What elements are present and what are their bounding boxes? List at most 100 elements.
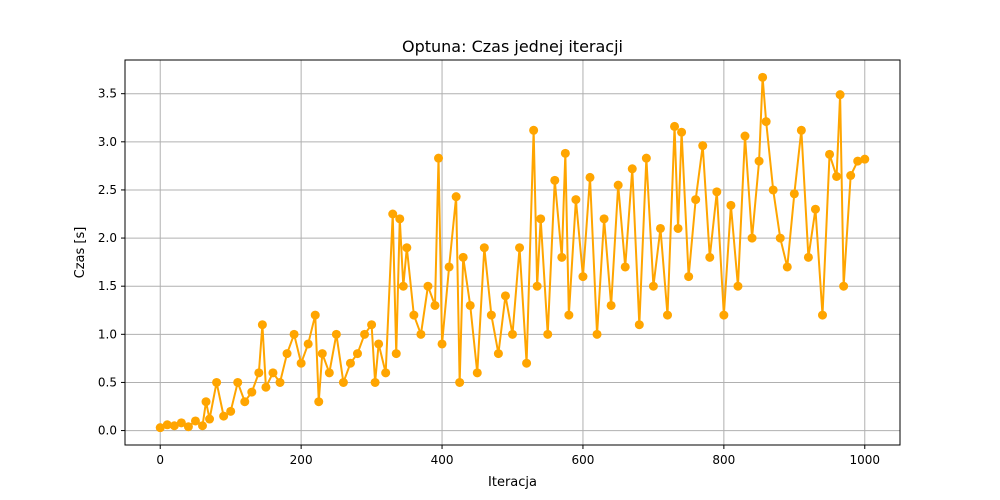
data-point	[155, 423, 165, 433]
y-tick-label: 0.0	[98, 424, 117, 438]
data-point	[398, 281, 408, 291]
data-point	[395, 214, 405, 224]
data-point	[835, 90, 845, 100]
data-point	[360, 329, 370, 339]
data-point	[705, 252, 715, 262]
data-point	[550, 175, 560, 185]
data-point	[219, 411, 229, 421]
data-point	[712, 187, 722, 197]
data-point	[536, 214, 546, 224]
data-point	[434, 153, 444, 163]
y-tick-label: 1.0	[98, 327, 117, 341]
data-point	[726, 200, 736, 210]
data-point	[303, 339, 313, 349]
data-point	[338, 377, 348, 387]
x-tick-label: 400	[431, 453, 454, 467]
data-point	[754, 156, 764, 166]
data-point	[613, 180, 623, 190]
y-axis-label: Czas [s]	[73, 227, 88, 279]
data-point	[391, 349, 401, 359]
y-tick-label: 2.0	[98, 231, 117, 245]
data-point	[571, 195, 581, 205]
data-point	[430, 300, 440, 310]
data-point	[381, 368, 391, 378]
data-point	[257, 320, 267, 330]
data-point	[190, 416, 200, 426]
data-point	[465, 300, 475, 310]
data-point	[719, 310, 729, 320]
data-point	[677, 127, 687, 137]
data-point	[803, 252, 813, 262]
data-point	[254, 368, 264, 378]
data-point	[310, 310, 320, 320]
data-point	[508, 329, 517, 339]
data-point	[775, 233, 785, 243]
data-point	[388, 209, 398, 219]
y-tick-label: 3.0	[98, 135, 117, 149]
axes-frame	[124, 59, 901, 446]
data-point	[627, 164, 637, 174]
data-point	[289, 329, 299, 339]
data-point	[655, 223, 665, 233]
data-point	[416, 329, 426, 339]
y-tick-label: 1.5	[98, 279, 117, 293]
data-point	[564, 310, 574, 320]
data-point	[423, 281, 433, 291]
data-point	[532, 281, 542, 291]
data-point	[240, 397, 250, 407]
data-point	[825, 149, 835, 159]
data-point	[578, 272, 588, 282]
data-point	[670, 121, 680, 131]
data-point	[522, 358, 532, 368]
data-point	[296, 358, 306, 368]
series-layer	[155, 72, 870, 433]
data-point	[479, 243, 489, 253]
data-point	[832, 171, 842, 181]
data-point	[768, 185, 778, 195]
x-tick-label: 0	[156, 453, 164, 467]
data-point	[515, 243, 525, 253]
data-point	[455, 377, 465, 387]
data-point	[437, 339, 447, 349]
data-point	[402, 243, 412, 253]
y-tick-label: 3.5	[98, 87, 117, 101]
data-point	[853, 156, 863, 166]
data-point	[268, 368, 278, 378]
data-point	[205, 414, 215, 424]
data-point	[560, 148, 570, 158]
data-point	[592, 329, 602, 339]
data-point	[691, 195, 701, 205]
data-point	[409, 310, 419, 320]
data-point	[782, 262, 792, 272]
ticks: 0 200 400 600 800 1000 0.0 0.5 1.0 1.5 2.0 2.5 3.0 3.…	[98, 87, 880, 467]
data-point	[183, 422, 193, 432]
data-point	[451, 192, 461, 202]
data-point	[747, 233, 757, 243]
data-point	[198, 421, 207, 431]
y-tick-label: 2.5	[98, 183, 117, 197]
data-point	[374, 339, 384, 349]
data-point	[684, 272, 694, 282]
data-point	[789, 189, 799, 199]
data-point	[761, 117, 771, 127]
data-point	[733, 281, 743, 291]
data-point	[162, 420, 172, 430]
data-point	[529, 125, 539, 135]
data-point	[331, 329, 341, 339]
data-point	[486, 310, 496, 320]
data-point	[226, 406, 236, 416]
data-point	[758, 72, 768, 82]
data-point	[839, 281, 849, 291]
data-point	[444, 262, 454, 272]
chart-title: Optuna: Czas jednej iteracji	[402, 37, 623, 56]
x-axis-label: Iteracja	[488, 475, 537, 490]
data-point	[846, 171, 856, 180]
data-point	[606, 300, 616, 310]
data-point	[247, 387, 257, 397]
plot-area	[125, 60, 900, 445]
data-point	[543, 329, 553, 339]
data-point	[796, 125, 806, 135]
data-point	[314, 397, 324, 407]
data-point	[353, 349, 362, 359]
data-point	[860, 154, 870, 164]
